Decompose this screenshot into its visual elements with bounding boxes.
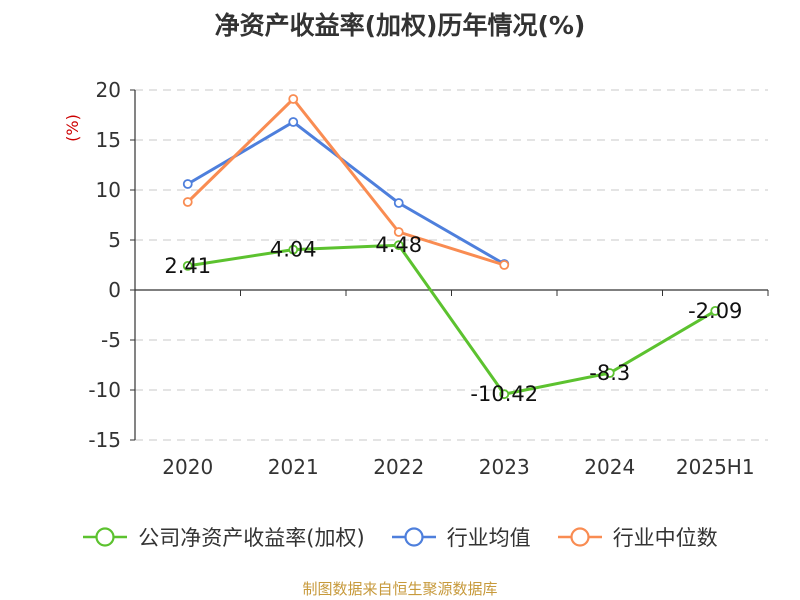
legend-item-1[interactable]: 行业均值 (391, 522, 531, 552)
data-label-5: -2.09 (688, 299, 742, 323)
legend-label: 行业均值 (446, 526, 531, 550)
series-2-point-0 (182, 197, 193, 207)
series-0-point-1 (288, 244, 299, 255)
series-1-point-2 (393, 198, 404, 208)
chart-title: 净资产收益率(加权)历年情况(%) (214, 11, 586, 40)
x-tick-label-0: 2020 (162, 455, 213, 479)
y-tick-label-3: 5 (108, 228, 121, 252)
legend: 公司净资产收益率(加权) 行业均值 行业中位数 (0, 520, 800, 554)
x-tick-label-4: 2024 (584, 455, 635, 479)
source-note: 制图数据来自恒生聚源数据库 (302, 580, 498, 598)
legend-line-circle-icon (83, 527, 128, 547)
series (182, 94, 721, 400)
y-tick-label-2: 10 (96, 178, 121, 202)
y-tick-label-0: 20 (96, 78, 121, 102)
series-0-point-0 (182, 260, 193, 271)
data-label-2: 4.48 (375, 233, 422, 257)
y-tick-label-6: -10 (88, 378, 121, 402)
series-line-1 (186, 120, 506, 266)
data-label-0: 2.41 (164, 254, 211, 278)
series-0-point-3 (499, 389, 510, 400)
legend-item-0[interactable]: 公司净资产收益率(加权) (82, 522, 365, 552)
data-label-3: -10.42 (470, 382, 538, 406)
legend-label: 公司净资产收益率(加权) (138, 526, 365, 550)
series-2-point-1 (288, 94, 299, 104)
series-0-point-5 (710, 305, 721, 316)
y-tick-label-5: -5 (101, 328, 121, 352)
legend-item-2[interactable]: 行业中位数 (557, 522, 718, 552)
y-tick-label-1: 15 (96, 128, 121, 152)
series-line-0 (187, 243, 717, 396)
legend-line-circle-icon (391, 527, 436, 547)
gridlines (135, 89, 768, 441)
y-tick-label-4: 0 (108, 278, 121, 302)
x-tick-label-3: 2023 (479, 455, 530, 479)
series-1-point-0 (182, 179, 193, 189)
series-2-point-2 (393, 227, 404, 237)
series-1-point-1 (288, 117, 299, 127)
legend-line-circle-icon (557, 527, 602, 547)
x-tick-label-2: 2022 (373, 455, 424, 479)
series-0-point-2 (393, 240, 404, 251)
legend-label: 行业中位数 (612, 526, 718, 550)
data-label-4: -8.3 (589, 361, 630, 385)
x-tick-label-5: 2025H1 (676, 455, 755, 479)
y-axis-label: (%) (63, 114, 82, 142)
axes: 20 15 10 5 0 -5 -10 -15 2020 2021 2022 2023 2024 2025… (88, 78, 769, 479)
series-0-point-4 (604, 368, 615, 378)
x-tick-label-1: 2021 (268, 455, 319, 479)
data-labels: 2.41 4.04 4.48 -10.42 -8.3 -2.09 (164, 233, 742, 406)
series-line-2 (186, 97, 505, 267)
y-tick-label-7: -15 (88, 428, 121, 452)
series-2-point-3 (499, 260, 510, 270)
data-label-1: 4.04 (270, 238, 317, 262)
